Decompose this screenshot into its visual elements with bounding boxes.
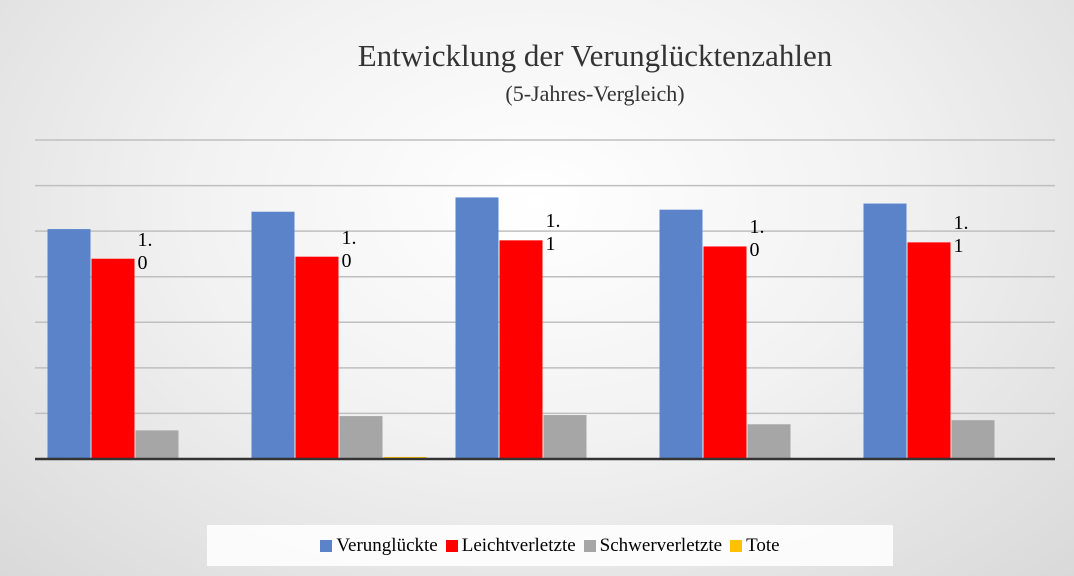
data-label: 1.0 <box>137 228 153 274</box>
bar <box>47 229 91 459</box>
legend-item: Tote <box>730 535 780 557</box>
bar <box>455 197 499 460</box>
legend-label: Schwerverletzte <box>599 534 723 556</box>
legend-label: Leichtverletzte <box>461 534 576 556</box>
legend-swatch <box>320 539 333 552</box>
data-label: 1.0 <box>749 216 765 262</box>
bar <box>907 242 951 459</box>
bar <box>339 416 383 459</box>
legend-label: Tote <box>746 534 780 556</box>
bar <box>251 211 295 459</box>
bar <box>295 256 339 459</box>
data-label: 1.1 <box>953 212 969 258</box>
legend-swatch <box>445 539 458 552</box>
legend: Verunglückte Leichtverletzte Schwerverletz… <box>207 525 893 566</box>
legend-item: Leichtverletzte <box>445 534 576 557</box>
data-label: 1.0 <box>341 226 357 272</box>
legend-label: Verunglückte <box>336 534 438 556</box>
legend-item: Schwerverletzte <box>583 534 723 557</box>
bar <box>135 430 179 459</box>
chart-subtitle: (5-Jahres-Vergleich) <box>505 81 684 106</box>
bar <box>91 258 135 459</box>
legend-swatch <box>730 539 743 552</box>
bar <box>703 246 747 459</box>
bar <box>863 203 907 459</box>
bar <box>747 424 791 459</box>
bar <box>951 420 995 459</box>
bar <box>659 209 703 459</box>
legend-swatch <box>583 539 596 552</box>
chart-title: Entwicklung der Verunglücktenzahlen <box>358 38 833 73</box>
data-label: 1.1 <box>545 210 561 256</box>
legend-item: Verunglückte <box>320 534 438 557</box>
bar <box>499 240 543 459</box>
bar <box>543 415 587 459</box>
